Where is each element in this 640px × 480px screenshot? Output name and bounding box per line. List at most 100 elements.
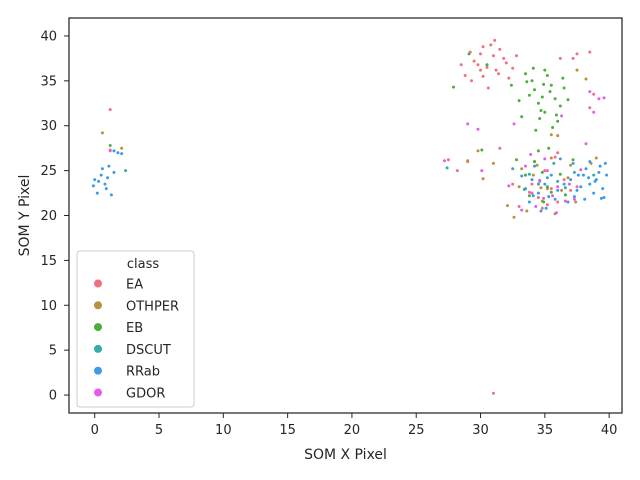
point-ea bbox=[558, 56, 562, 60]
x-axis-ticks: 0 5 10 15 20 25 30 35 40 bbox=[91, 413, 617, 438]
legend-marker-ea bbox=[94, 279, 102, 288]
x-tick-label: 0 bbox=[91, 423, 99, 438]
point-eb bbox=[509, 83, 513, 87]
point-rrab bbox=[597, 170, 601, 174]
point-eb bbox=[566, 98, 570, 102]
point-ea bbox=[536, 196, 540, 199]
y-tick-label: 25 bbox=[40, 164, 57, 179]
point-rrab bbox=[587, 176, 591, 180]
point-othper bbox=[549, 133, 553, 137]
y-tick-label: 35 bbox=[40, 74, 57, 89]
point-gdor bbox=[551, 194, 555, 198]
point-dscut bbox=[527, 172, 531, 176]
point-ea bbox=[588, 50, 592, 54]
y-tick-label: 5 bbox=[49, 344, 57, 359]
legend-label-gdor: GDOR bbox=[126, 387, 165, 402]
point-eb bbox=[549, 190, 553, 194]
point-ea bbox=[446, 158, 450, 162]
x-tick-label: 5 bbox=[155, 423, 163, 438]
point-gdor bbox=[602, 96, 606, 100]
point-rrab bbox=[93, 178, 97, 182]
point-rrab bbox=[598, 164, 602, 168]
point-othper bbox=[539, 186, 543, 190]
point-rrab bbox=[116, 151, 120, 155]
point-othper bbox=[531, 173, 535, 177]
point-gdor bbox=[524, 164, 527, 168]
point-gdor bbox=[597, 97, 601, 101]
point-othper bbox=[560, 188, 564, 192]
point-gdor bbox=[534, 205, 538, 208]
point-eb bbox=[527, 194, 531, 198]
point-eb bbox=[547, 146, 551, 150]
x-tick-label: 15 bbox=[279, 423, 296, 438]
legend: class EA OTHPER EB DSCUT RRab GDOR bbox=[76, 250, 195, 408]
point-rrab bbox=[95, 191, 99, 195]
point-othper bbox=[556, 134, 560, 138]
point-ea bbox=[498, 146, 502, 150]
legend-title: class bbox=[127, 257, 159, 272]
point-rrab bbox=[602, 196, 606, 199]
point-gdor bbox=[554, 211, 558, 215]
point-gdor bbox=[520, 208, 524, 212]
point-gdor bbox=[572, 197, 576, 201]
point-ea bbox=[470, 79, 473, 83]
point-eb bbox=[536, 101, 540, 105]
legend-label-rrab: RRab bbox=[126, 365, 160, 380]
point-dscut bbox=[572, 170, 576, 174]
point-ea bbox=[517, 205, 521, 208]
point-rrab bbox=[547, 195, 551, 199]
point-ea bbox=[504, 61, 508, 65]
point-gdor bbox=[542, 196, 546, 200]
point-rrab bbox=[527, 200, 531, 204]
point-othper bbox=[594, 156, 598, 160]
point-gdor bbox=[538, 179, 542, 183]
point-rrab bbox=[575, 188, 579, 192]
point-eb bbox=[524, 72, 527, 76]
legend-label-eb: EB bbox=[126, 321, 143, 336]
point-rrab bbox=[588, 160, 592, 164]
point-rrab bbox=[549, 173, 553, 177]
point-ea bbox=[511, 66, 515, 70]
point-eb bbox=[534, 128, 538, 132]
point-ea bbox=[571, 56, 575, 60]
point-rrab bbox=[107, 164, 111, 168]
point-ea bbox=[489, 43, 493, 47]
point-rrab bbox=[543, 182, 547, 186]
point-ea bbox=[455, 169, 459, 173]
point-ea bbox=[530, 182, 534, 186]
point-ea bbox=[476, 63, 480, 67]
point-othper bbox=[535, 163, 539, 167]
point-othper bbox=[549, 156, 553, 160]
point-gdor bbox=[563, 199, 567, 203]
point-eb bbox=[527, 93, 531, 97]
point-gdor bbox=[108, 148, 112, 152]
point-gdor bbox=[507, 184, 511, 188]
point-eb bbox=[452, 85, 455, 89]
legend-marker-othper bbox=[94, 301, 102, 310]
x-tick-label: 35 bbox=[537, 423, 554, 438]
point-rrab bbox=[533, 164, 536, 168]
point-ea bbox=[497, 72, 500, 76]
y-tick-label: 10 bbox=[40, 299, 57, 314]
point-ea bbox=[575, 52, 579, 56]
point-eb bbox=[548, 90, 552, 94]
point-ea bbox=[491, 391, 495, 395]
point-ea bbox=[569, 188, 573, 192]
point-rrab bbox=[588, 182, 592, 186]
point-eb bbox=[515, 158, 518, 162]
point-ea bbox=[108, 108, 112, 112]
point-eb bbox=[543, 68, 547, 72]
point-eb bbox=[540, 170, 544, 174]
point-rrab bbox=[120, 152, 124, 156]
point-eb bbox=[531, 66, 535, 70]
point-eb bbox=[553, 97, 557, 101]
point-ea bbox=[502, 56, 506, 60]
point-eb bbox=[571, 158, 575, 162]
point-eb bbox=[485, 63, 489, 67]
point-rrab bbox=[103, 182, 107, 186]
point-ea bbox=[575, 185, 579, 189]
point-eb bbox=[542, 82, 546, 86]
point-gdor bbox=[529, 153, 533, 156]
x-axis-label: SOM X Pixel bbox=[304, 447, 387, 463]
point-rrab bbox=[106, 176, 110, 180]
